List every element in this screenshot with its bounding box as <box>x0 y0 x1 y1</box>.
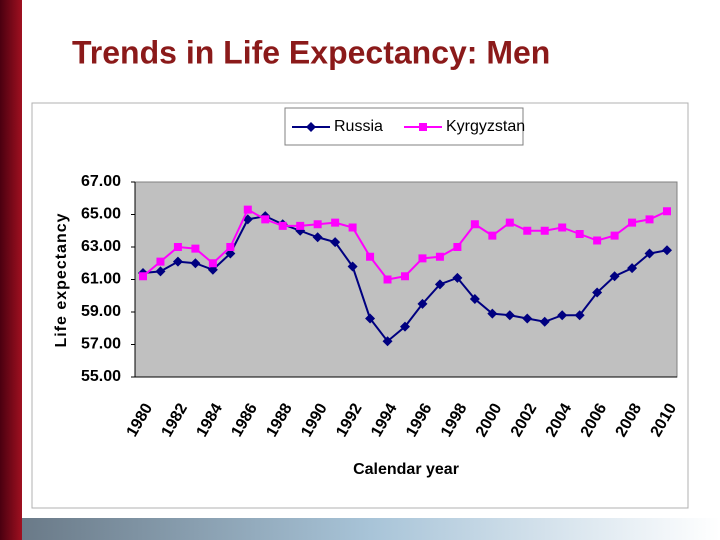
y-tick-label: 67.00 <box>81 173 121 190</box>
legend-label: Kyrgyzstan <box>446 118 525 135</box>
point <box>628 218 637 227</box>
point <box>243 205 252 214</box>
point <box>331 218 340 227</box>
point <box>417 298 428 309</box>
point <box>627 263 638 274</box>
point <box>383 275 392 284</box>
point <box>347 261 358 272</box>
point <box>504 310 515 321</box>
y-tick-label: 57.00 <box>81 336 121 353</box>
point <box>173 243 182 251</box>
point <box>191 244 200 253</box>
point <box>365 313 376 324</box>
point <box>558 223 567 232</box>
point <box>190 258 201 269</box>
point <box>522 313 533 324</box>
legend-marker <box>306 122 316 132</box>
legend-marker <box>419 123 427 131</box>
y-tick-label: 63.00 <box>81 238 121 255</box>
point <box>505 218 514 227</box>
point <box>487 308 498 319</box>
point <box>312 232 323 243</box>
point <box>663 207 671 216</box>
point <box>156 257 165 266</box>
point <box>226 243 235 251</box>
point <box>488 231 497 240</box>
point <box>155 266 166 277</box>
point <box>610 231 619 240</box>
y-tick-label: 59.00 <box>81 303 121 320</box>
point <box>593 236 602 245</box>
point <box>557 310 568 321</box>
slide-title: Trends in Life Expectancy: Men <box>72 34 550 70</box>
x-axis-title: Calendar year <box>353 461 459 478</box>
point <box>523 226 532 235</box>
footer-bar <box>22 518 720 540</box>
point <box>382 336 393 347</box>
point <box>434 279 445 290</box>
y-tick-label: 65.00 <box>81 206 121 223</box>
point <box>662 245 672 256</box>
point <box>139 272 147 281</box>
point <box>400 321 410 332</box>
point <box>435 252 444 261</box>
point <box>609 271 620 282</box>
point <box>313 220 322 229</box>
point <box>296 221 305 230</box>
point <box>401 272 409 281</box>
point <box>575 230 584 238</box>
point <box>208 259 217 268</box>
point <box>278 221 287 230</box>
y-tick-label: 61.00 <box>81 271 121 288</box>
point <box>348 223 357 232</box>
point <box>261 215 270 224</box>
point <box>470 220 479 229</box>
legend-label: Russia <box>334 118 383 135</box>
point <box>453 243 462 251</box>
point <box>574 310 585 321</box>
point <box>592 287 603 298</box>
point <box>539 316 550 327</box>
point <box>644 248 655 259</box>
point <box>469 294 480 304</box>
point <box>418 254 427 263</box>
point <box>452 272 463 283</box>
point <box>172 256 183 267</box>
point <box>366 252 375 261</box>
point <box>540 226 549 235</box>
left-bar <box>0 0 22 540</box>
y-axis-title: Life expectancy <box>53 212 70 347</box>
point <box>645 215 654 224</box>
point <box>330 237 341 248</box>
y-tick-label: 55.00 <box>81 368 121 385</box>
